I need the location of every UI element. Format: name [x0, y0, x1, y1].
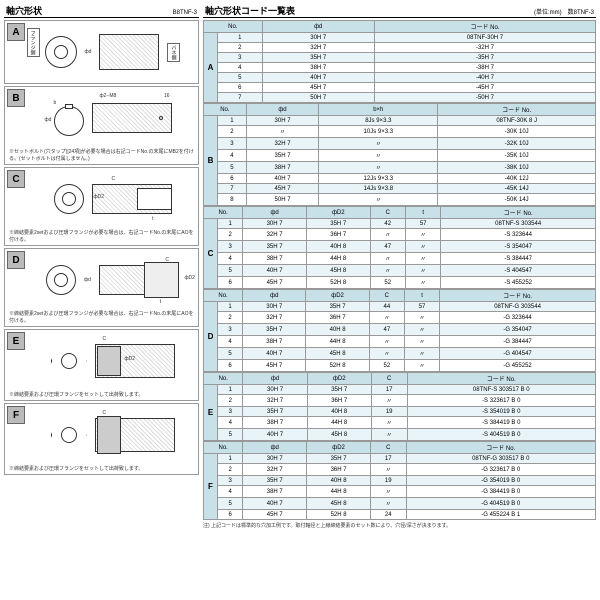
section-e: E CфD2 ※締結要素および圧環フランジをセットして出荷致します。: [4, 329, 199, 401]
section-c: C CфD2t ※締結要素2setおよび圧環フランジが必要な場合は、右記コードN…: [4, 167, 199, 246]
section-a: A フランジ側 фd バネ側: [4, 20, 199, 84]
left-sub: B8TNF-3: [173, 10, 197, 16]
footnote: 注) 上記コードは標準的な穴加工例です。取付軸径と上線締結要素のセット数により、…: [203, 522, 596, 529]
section-d: D фd CфD2t ※締結要素2setおよび圧環フランジが必要な場合は、右記コ…: [4, 248, 199, 327]
note-c: ※締結要素2setおよび圧環フランジが必要な場合は、右記コードNo.の末尾にAO…: [7, 229, 196, 243]
section-b: B bфd ф2−M816 ※セットボルト(穴タップ)[24項]が必要な場合は右…: [4, 86, 199, 165]
left-title: 軸穴形状: [6, 4, 42, 17]
table-f: No.фdфD2Cコード No.F130H 735H 71708TNF-G 30…: [203, 441, 596, 520]
note-b: ※セットボルト(穴タップ)[24項]が必要な場合は右記コードNo.の末尾にMB2…: [7, 148, 196, 162]
table-e: No.фdфD2Cコード No.E130H 735H 71708TNF-S 30…: [203, 372, 596, 441]
note-e: ※締結要素および圧環フランジをセットして出荷致します。: [7, 391, 196, 398]
right-title: 軸穴形状コード一覧表: [205, 4, 295, 17]
right-sub: (単位:mm) 数8TNF-3: [534, 7, 594, 16]
table-b: No.фdb×hコード No.B130H 78Js 9×3.308TNF-30K…: [203, 103, 596, 206]
table-a: No.фdコード No.A130H 708TNF-30H 7232H 7-32H…: [203, 20, 596, 103]
table-c: No.фdфD2Ctコード No.C130H 735H 7425708TNF-S…: [203, 206, 596, 289]
section-f: F C ※締結要素および圧環フランジをセットして出荷致します。: [4, 403, 199, 475]
note-d: ※締結要素2setおよび圧環フランジが必要な場合は、右記コードNo.の末尾にAO…: [7, 310, 196, 324]
note-f: ※締結要素および圧環フランジをセットして出荷致します。: [7, 465, 196, 472]
table-d: No.фdфD2Ctコード No.D130H 735H 7445708TNF-G…: [203, 289, 596, 372]
